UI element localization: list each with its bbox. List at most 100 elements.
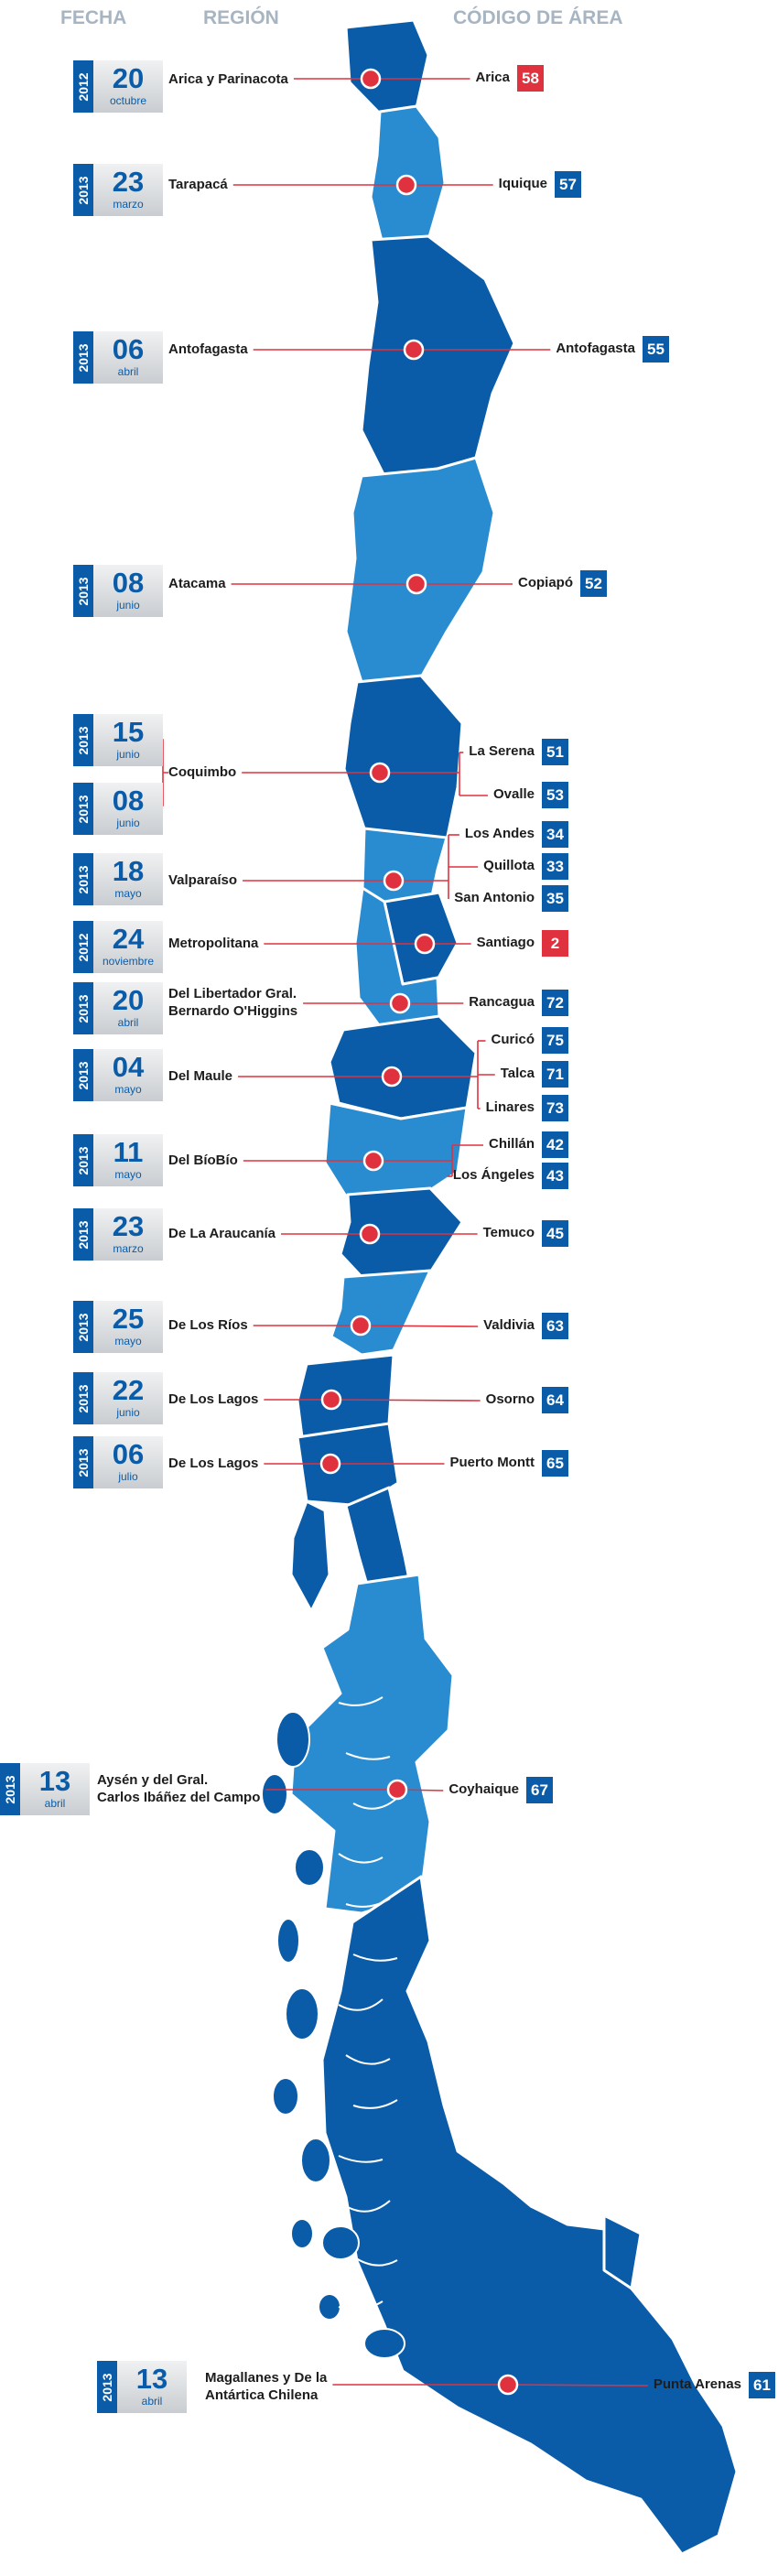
date-year: 2013 xyxy=(100,2372,114,2402)
date-year-strip: 2013 xyxy=(73,1301,93,1353)
region-label-line: Metropolitana xyxy=(168,936,259,951)
region-shape xyxy=(328,1014,478,1120)
date-year-strip: 2013 xyxy=(73,714,93,766)
area-code-badge: 72 xyxy=(542,990,568,1016)
date-year-strip: 2012 xyxy=(73,60,93,113)
fjord-line xyxy=(352,2099,398,2109)
region-label: Metropolitana xyxy=(168,935,258,952)
region-label: De Los Lagos xyxy=(168,1455,258,1472)
date-day: 13 xyxy=(135,2363,168,2395)
region-label: Valparaíso xyxy=(168,871,237,889)
island-shape xyxy=(300,2138,331,2183)
fjord-line xyxy=(338,1696,384,1706)
date-year: 2013 xyxy=(3,1774,17,1804)
date-year: 2013 xyxy=(76,725,91,755)
date-month: junio xyxy=(116,748,140,761)
date-box: 2013 15 junio xyxy=(73,714,163,766)
date-month: abril xyxy=(117,365,139,378)
island-shape xyxy=(294,1848,325,1887)
date-year: 2013 xyxy=(76,1312,91,1342)
region-label-line: De La Araucanía xyxy=(168,1226,276,1241)
connector-lines xyxy=(154,78,648,2387)
city-dot xyxy=(497,2374,519,2396)
date-year-strip: 2013 xyxy=(97,2361,117,2413)
area-code-badge: 52 xyxy=(580,570,607,597)
area-code-badge: 2 xyxy=(542,930,568,957)
city-name: Osorno xyxy=(485,1391,535,1407)
fjord-line xyxy=(345,2054,391,2065)
city-dot xyxy=(360,68,382,90)
region-label-line: De Los Ríos xyxy=(168,1317,248,1333)
city-connector xyxy=(507,2384,648,2387)
region-shape xyxy=(320,1875,739,2556)
date-day: 06 xyxy=(112,1438,145,1470)
date-month: abril xyxy=(44,1797,66,1810)
city-name: Temuco xyxy=(482,1225,535,1240)
date-box: 2013 08 junio xyxy=(73,565,163,617)
date-panel: 20 octubre xyxy=(93,60,163,113)
date-box: 2013 23 marzo xyxy=(73,164,163,216)
city-name: San Antonio xyxy=(454,890,535,905)
city-dot xyxy=(386,1779,408,1801)
region-shape xyxy=(289,1499,331,1613)
date-panel: 08 junio xyxy=(93,565,163,617)
city-dot xyxy=(403,339,425,361)
city-connector xyxy=(330,1399,481,1402)
date-year-strip: 2013 xyxy=(0,1763,20,1815)
region-label-line: De Los Lagos xyxy=(168,1391,259,1407)
region-shape xyxy=(330,1269,432,1357)
fjord-line xyxy=(338,2155,384,2163)
island-shape xyxy=(285,1987,319,2040)
date-day: 23 xyxy=(112,1210,145,1242)
region-label: Del Maule xyxy=(168,1067,232,1085)
date-panel: 23 marzo xyxy=(93,1208,163,1261)
city-name: Coyhaique xyxy=(448,1781,519,1797)
region-label-line: Magallanes y De la xyxy=(205,2370,328,2386)
region-shape xyxy=(289,1573,455,1915)
date-panel: 13 abril xyxy=(117,2361,187,2413)
fjord-line xyxy=(338,2300,384,2311)
date-day: 11 xyxy=(113,1136,144,1168)
city-name: Los Ángeles xyxy=(452,1167,535,1183)
date-year-strip: 2013 xyxy=(73,1436,93,1488)
city-dot xyxy=(359,1223,381,1245)
city-name: Puerto Montt xyxy=(449,1455,535,1470)
fjord-line xyxy=(345,1752,391,1760)
date-month: mayo xyxy=(114,1335,142,1348)
area-code-badge: 42 xyxy=(542,1131,568,1158)
city-name: Iquique xyxy=(498,176,547,191)
fjord-line xyxy=(338,1998,384,2011)
date-panel: 20 abril xyxy=(93,982,163,1034)
region-label: Del BíoBío xyxy=(168,1152,238,1169)
region-label: Coquimbo xyxy=(168,763,236,781)
area-code-badge: 51 xyxy=(542,739,568,765)
date-year: 2013 xyxy=(76,1060,91,1090)
date-year-strip: 2013 xyxy=(73,1049,93,1101)
date-panel: 25 mayo xyxy=(93,1301,163,1353)
date-box: 2013 18 mayo xyxy=(73,853,163,905)
city-dot xyxy=(320,1389,342,1411)
city-dot xyxy=(414,933,436,955)
fjord-line xyxy=(338,1853,384,1864)
date-day: 08 xyxy=(112,785,145,817)
date-year: 2013 xyxy=(76,1145,91,1175)
date-panel: 18 mayo xyxy=(93,853,163,905)
date-year-strip: 2013 xyxy=(73,1372,93,1424)
region-label: De Los Ríos xyxy=(168,1316,248,1334)
fjord-line xyxy=(345,2200,391,2213)
region-label-line: Antofagasta xyxy=(168,341,248,357)
fjord-line xyxy=(352,1954,398,1962)
date-box: 2013 13 abril xyxy=(97,2361,187,2413)
area-code-badge: 61 xyxy=(749,2372,775,2398)
city-name: La Serena xyxy=(469,743,535,759)
city-name: Arica xyxy=(475,70,510,85)
region-label-line: Arica y Parinacota xyxy=(168,71,288,87)
city-dot xyxy=(389,992,411,1014)
header-fecha: FECHA xyxy=(60,7,127,28)
region-shape xyxy=(344,18,430,115)
date-panel: 06 julio xyxy=(93,1436,163,1488)
date-month: julio xyxy=(118,1470,138,1483)
region-label-line: Valparaíso xyxy=(168,872,238,888)
date-panel: 08 junio xyxy=(93,783,163,835)
